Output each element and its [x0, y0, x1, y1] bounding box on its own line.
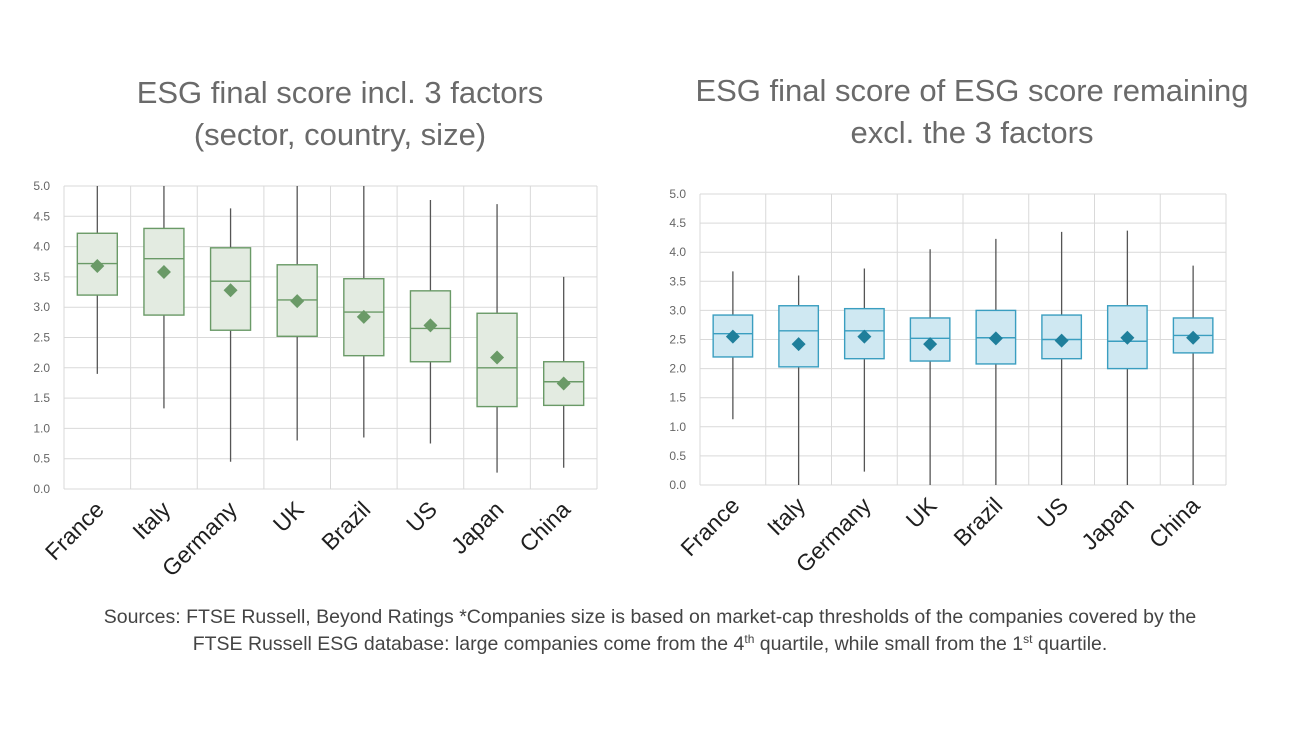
left-category-label: UK — [268, 496, 309, 537]
right-ytick-label: 4.0 — [669, 245, 686, 259]
footnote-sup-4th: th — [744, 632, 755, 646]
right-boxplot-chart: 0.0 0.5 1.0 1.5 2.0 2.5 3.0 3.5 4.0 4.5 5.0 France I… — [669, 187, 1227, 577]
right-mean-marker — [923, 337, 938, 352]
right-ytick-label: 3.0 — [669, 303, 686, 317]
left-ytick-label: 5.0 — [33, 179, 50, 193]
right-ytick-label: 2.5 — [669, 333, 686, 347]
right-category-label: US — [1032, 492, 1073, 533]
left-category-label: US — [401, 496, 442, 537]
left-box — [543, 361, 585, 407]
right-ytick-label: 0.0 — [669, 478, 686, 492]
right-category-label: UK — [901, 492, 942, 533]
left-category-label: China — [514, 496, 575, 557]
left-chart-title-line1: ESG final score incl. 3 factors — [136, 75, 544, 110]
footnote-line2b: quartile, while small from the 1 — [754, 633, 1024, 655]
footnote-line1: Sources: FTSE Russell, Beyond Ratings *C… — [103, 606, 1197, 628]
right-category-label: China — [1144, 492, 1205, 553]
right-mean-marker — [988, 331, 1003, 346]
left-mean-marker — [356, 309, 371, 324]
left-mean-marker — [556, 376, 571, 391]
left-category-label: Germany — [157, 496, 243, 582]
footnote-line2a: FTSE Russell ESG database: large compani… — [192, 633, 745, 655]
left-category-label: Italy — [127, 496, 176, 545]
right-category-label: Japan — [1076, 492, 1139, 555]
right-mean-marker — [725, 329, 740, 344]
right-mean-marker — [1120, 330, 1135, 345]
right-chart-title-line2: excl. the 3 factors — [850, 115, 1094, 150]
left-ytick-label: 4.5 — [33, 209, 50, 223]
source-footnote: Sources: FTSE Russell, Beyond Ratings *C… — [20, 604, 1280, 658]
right-ytick-label: 1.5 — [669, 391, 686, 405]
right-category-label: France — [675, 492, 744, 561]
left-category-label: Japan — [446, 496, 509, 559]
right-ytick-label: 5.0 — [669, 187, 686, 201]
right-chart-title: ESG final score of ESG score remaining e… — [672, 70, 1272, 154]
left-mean-marker — [290, 294, 305, 309]
right-ytick-label: 1.0 — [669, 420, 686, 434]
left-ytick-label: 0.0 — [33, 482, 50, 496]
left-ytick-label: 3.5 — [33, 270, 50, 284]
right-mean-marker — [791, 337, 806, 352]
left-ytick-label: 2.0 — [33, 361, 50, 375]
left-chart-title-line2: (sector, country, size) — [193, 117, 487, 152]
left-mean-marker — [90, 258, 105, 273]
left-category-label: Brazil — [316, 496, 375, 555]
right-chart-title-line1: ESG final score of ESG score remaining — [695, 73, 1249, 108]
right-ytick-label: 0.5 — [669, 449, 686, 463]
left-mean-marker — [490, 350, 505, 365]
left-ytick-label: 3.0 — [33, 300, 50, 314]
right-mean-marker — [857, 329, 872, 344]
left-ytick-label: 1.5 — [33, 391, 50, 405]
left-category-label: France — [40, 496, 109, 565]
left-ytick-label: 2.5 — [33, 331, 50, 345]
right-category-label: Italy — [762, 492, 811, 541]
left-chart-title: ESG final score incl. 3 factors (sector,… — [40, 72, 640, 156]
left-boxplot-chart: 0.0 0.5 1.0 1.5 2.0 2.5 3.0 3.5 4.0 4.5 5.0 France I… — [33, 179, 598, 582]
left-ytick-label: 1.0 — [33, 421, 50, 435]
left-ytick-label: 0.5 — [33, 452, 50, 466]
right-ytick-label: 2.0 — [669, 362, 686, 376]
right-box — [778, 305, 820, 368]
left-mean-marker — [223, 283, 238, 298]
footnote-line2c: quartile. — [1032, 633, 1108, 655]
right-mean-marker — [1054, 333, 1069, 348]
left-mean-marker — [156, 265, 171, 280]
footnote-sup-1st: st — [1023, 632, 1033, 646]
right-category-label: Brazil — [948, 492, 1007, 551]
left-mean-marker — [423, 318, 438, 333]
right-ytick-label: 3.5 — [669, 274, 686, 288]
left-ytick-label: 4.0 — [33, 240, 50, 254]
right-mean-marker — [1186, 330, 1201, 345]
right-ytick-label: 4.5 — [669, 216, 686, 230]
